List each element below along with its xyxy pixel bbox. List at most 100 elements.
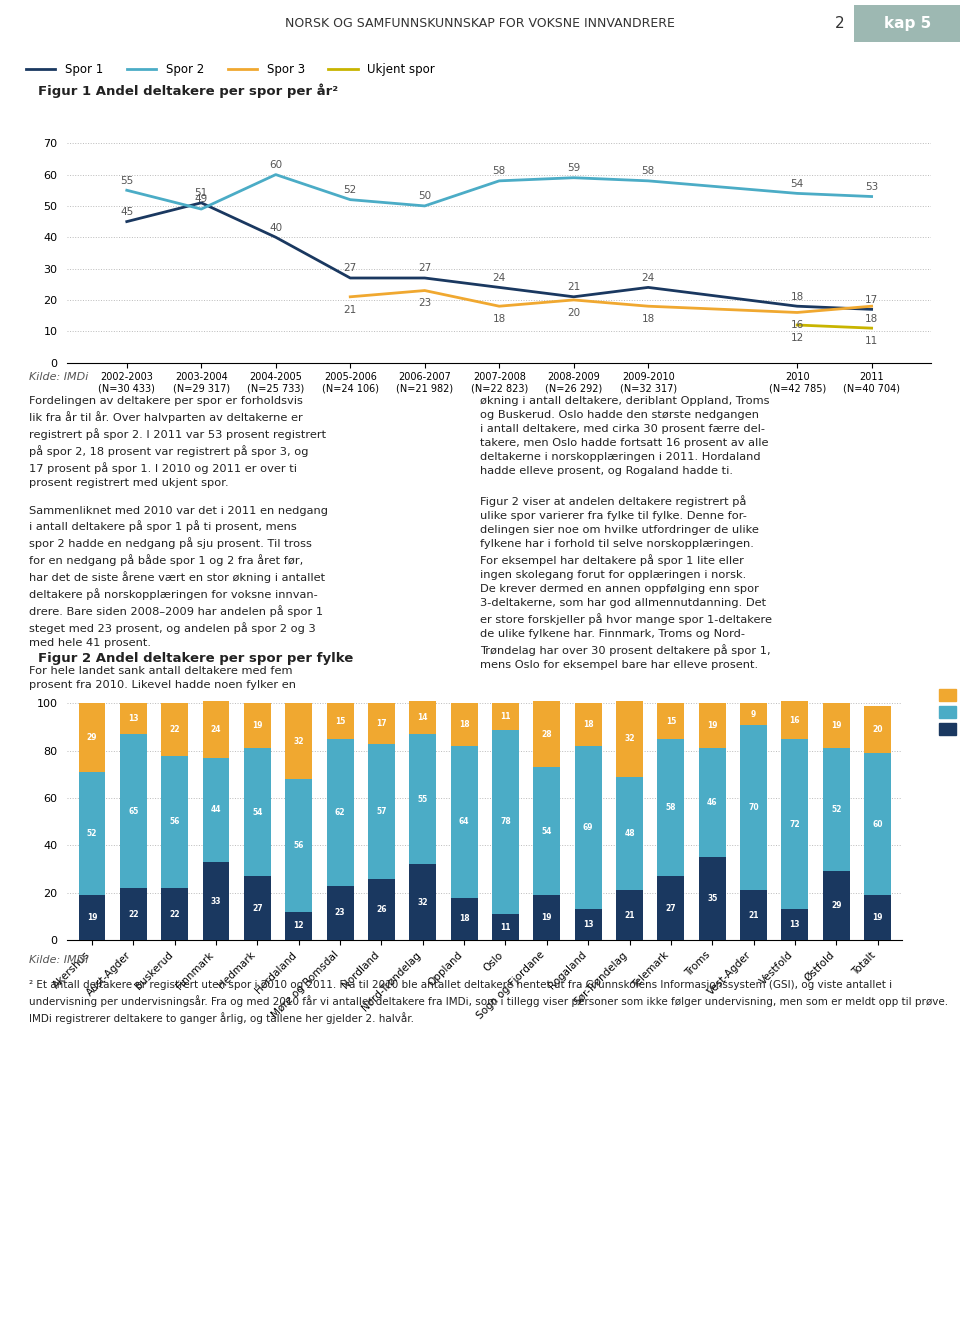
Bar [699, 748, 726, 857]
Bar [492, 729, 519, 915]
Text: 20: 20 [567, 308, 580, 318]
Bar [368, 744, 395, 878]
Bar [120, 735, 147, 888]
Bar [285, 779, 312, 912]
Text: 65: 65 [129, 807, 138, 815]
Text: 21: 21 [624, 911, 635, 920]
Bar [616, 701, 643, 776]
Bar [740, 890, 767, 940]
Bar [285, 912, 312, 940]
Text: 58: 58 [641, 167, 655, 176]
Text: 27: 27 [344, 263, 357, 274]
Text: 27: 27 [419, 263, 431, 274]
Text: 22: 22 [128, 909, 138, 919]
Bar [864, 896, 891, 940]
Text: 18: 18 [459, 915, 469, 923]
Text: 26: 26 [376, 905, 387, 913]
Text: 58: 58 [492, 167, 506, 176]
Text: 48: 48 [624, 829, 635, 838]
Text: 33: 33 [211, 897, 222, 905]
Bar [616, 890, 643, 940]
Text: 56: 56 [170, 818, 180, 826]
Bar [823, 748, 850, 872]
Text: 20: 20 [873, 725, 883, 735]
Bar [575, 747, 602, 909]
Text: 11: 11 [500, 923, 511, 932]
Text: 54: 54 [541, 827, 552, 835]
Bar [450, 747, 477, 897]
Bar [203, 757, 229, 862]
Text: 24: 24 [641, 273, 655, 283]
Text: 23: 23 [419, 298, 431, 309]
Bar [285, 704, 312, 779]
Bar [203, 862, 229, 940]
Text: 18: 18 [459, 720, 469, 729]
Text: 19: 19 [252, 721, 263, 731]
Text: 29: 29 [831, 901, 842, 911]
Bar [699, 704, 726, 748]
Text: 51: 51 [195, 188, 208, 197]
Text: 78: 78 [500, 818, 511, 826]
Text: 45: 45 [120, 207, 133, 218]
Text: Figur 1 Andel deltakere per spor per år²: Figur 1 Andel deltakere per spor per år² [37, 83, 338, 98]
Text: 50: 50 [419, 191, 431, 201]
Bar [534, 896, 561, 940]
Text: 13: 13 [790, 920, 800, 929]
Text: 55: 55 [418, 795, 428, 804]
Text: 16: 16 [790, 716, 800, 724]
Text: 11: 11 [500, 712, 511, 721]
Text: 64: 64 [459, 818, 469, 826]
Text: 35: 35 [707, 894, 717, 904]
Text: 60: 60 [873, 819, 883, 829]
Text: 19: 19 [707, 721, 717, 731]
Text: 15: 15 [665, 717, 676, 725]
Bar [203, 701, 229, 757]
Bar [326, 885, 353, 940]
Text: 49: 49 [195, 195, 208, 204]
Text: Figur 2 Andel deltakere per spor per fylke: Figur 2 Andel deltakere per spor per fyl… [37, 651, 353, 665]
Bar [823, 872, 850, 940]
Bar [368, 704, 395, 744]
Text: 57: 57 [376, 807, 387, 815]
Bar [409, 735, 436, 865]
Bar [864, 706, 891, 753]
Text: 19: 19 [86, 913, 97, 923]
Text: 59: 59 [567, 163, 580, 173]
Bar [161, 888, 188, 940]
Bar [492, 915, 519, 940]
Text: 17: 17 [865, 294, 878, 305]
Text: 53: 53 [865, 181, 878, 192]
Text: 19: 19 [873, 913, 883, 923]
Bar [616, 776, 643, 890]
Bar [79, 896, 106, 940]
Text: 24: 24 [211, 725, 222, 735]
Text: 69: 69 [583, 823, 593, 833]
Text: Kilde: IMDi: Kilde: IMDi [29, 372, 88, 383]
Text: ² Et antall deltakere er registrert uten spor i 2010 og 2011. Fra til 2010 ble a: ² Et antall deltakere er registrert uten… [29, 980, 948, 1025]
Bar [79, 772, 106, 896]
Text: kap 5: kap 5 [883, 16, 931, 31]
Bar [409, 701, 436, 735]
Text: 18: 18 [492, 314, 506, 324]
Text: 21: 21 [344, 305, 357, 314]
Bar [326, 739, 353, 885]
Bar [781, 701, 808, 739]
Text: 18: 18 [641, 314, 655, 324]
Bar [781, 739, 808, 909]
Text: 40: 40 [269, 223, 282, 232]
Bar [244, 748, 271, 876]
Text: NORSK OG SAMFUNNSKUNNSKAP FOR VOKSNE INNVANDRERE: NORSK OG SAMFUNNSKUNNSKAP FOR VOKSNE INN… [285, 17, 675, 30]
Bar [120, 704, 147, 735]
Text: 19: 19 [831, 721, 842, 731]
Bar [244, 704, 271, 748]
Text: 16: 16 [790, 321, 804, 330]
Text: Fordelingen av deltakere per spor er forholdsvis
lik fra år til år. Over halvpar: Fordelingen av deltakere per spor er for… [29, 396, 327, 690]
Bar [450, 897, 477, 940]
Bar [740, 704, 767, 725]
Bar [120, 888, 147, 940]
Text: 27: 27 [665, 904, 676, 913]
Bar [658, 704, 684, 739]
Text: 62: 62 [335, 808, 346, 817]
Text: 28: 28 [541, 729, 552, 739]
Text: 15: 15 [335, 717, 346, 725]
